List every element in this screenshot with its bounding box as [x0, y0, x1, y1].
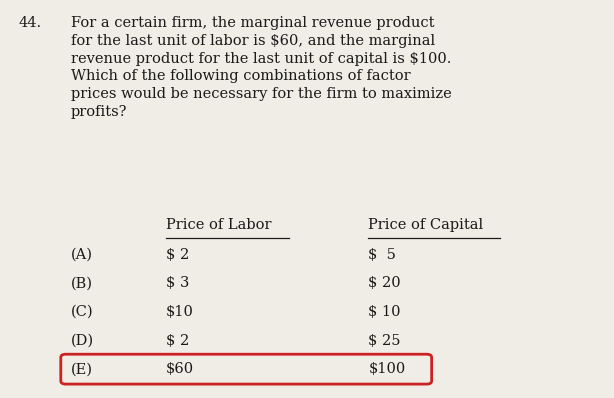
Text: $ 10: $ 10 — [368, 305, 401, 319]
Text: $ 20: $ 20 — [368, 276, 401, 290]
Text: $ 3: $ 3 — [166, 276, 189, 290]
Text: $100: $100 — [368, 362, 406, 376]
Text: Price of Capital: Price of Capital — [368, 218, 484, 232]
Text: Price of Labor: Price of Labor — [166, 218, 271, 232]
Text: $60: $60 — [166, 362, 194, 376]
Text: $10: $10 — [166, 305, 193, 319]
Text: (D): (D) — [71, 334, 94, 347]
Text: (E): (E) — [71, 362, 93, 376]
Text: (B): (B) — [71, 276, 93, 290]
Text: $ 2: $ 2 — [166, 334, 189, 347]
Text: $  5: $ 5 — [368, 248, 396, 261]
Text: (A): (A) — [71, 248, 93, 261]
Text: For a certain firm, the marginal revenue product
for the last unit of labor is $: For a certain firm, the marginal revenue… — [71, 16, 451, 119]
Text: $ 25: $ 25 — [368, 334, 401, 347]
Text: $ 2: $ 2 — [166, 248, 189, 261]
Text: 44.: 44. — [18, 16, 42, 30]
Text: (C): (C) — [71, 305, 93, 319]
